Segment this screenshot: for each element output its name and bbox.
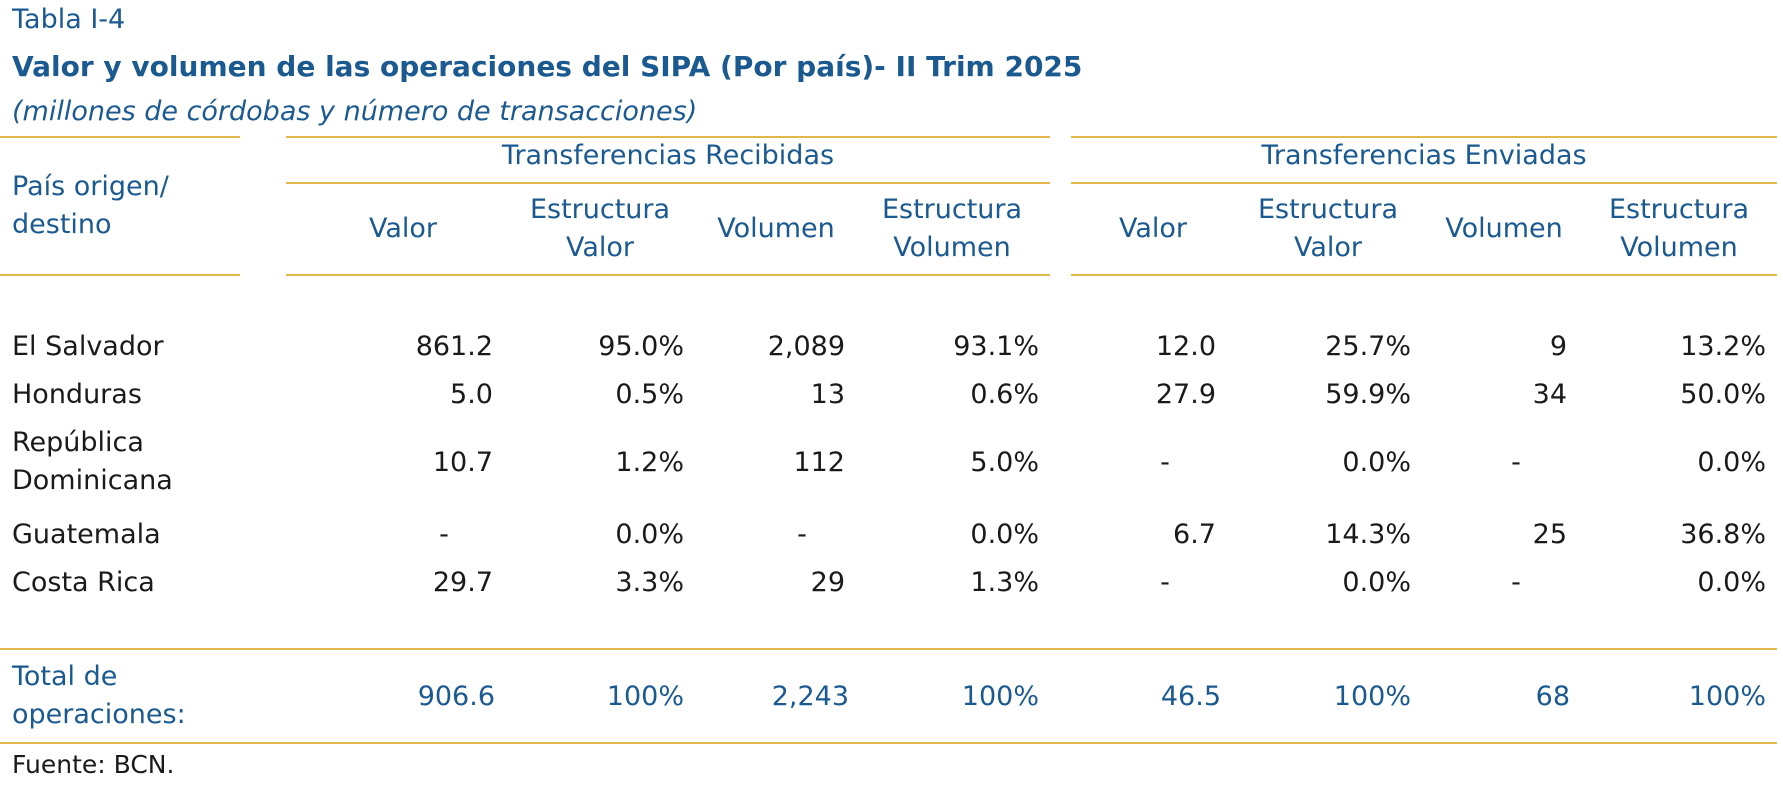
- total-cell: 100%: [961, 681, 1039, 712]
- cell: 13: [810, 379, 845, 410]
- cell: 95.0%: [598, 331, 684, 362]
- col-header-sent-value: Valor: [1118, 213, 1188, 244]
- cell: -: [1511, 447, 1521, 478]
- cell: 27.9: [1155, 379, 1216, 410]
- rule-total-top: [0, 648, 1777, 650]
- col-header-received-volume-structure: Estructura Volumen: [881, 194, 1023, 263]
- cell: 93.1%: [953, 331, 1039, 362]
- cell: -: [1160, 567, 1170, 598]
- cell: 59.9%: [1325, 379, 1411, 410]
- cell: 34: [1532, 379, 1567, 410]
- cell: 13.2%: [1680, 331, 1766, 362]
- group-header-sent: Transferencias Enviadas: [1261, 140, 1587, 171]
- cell: 861.2: [415, 331, 493, 362]
- cell: 0.6%: [970, 379, 1039, 410]
- rule-top-received: [286, 136, 1050, 138]
- cell: 0.0%: [1342, 447, 1411, 478]
- rule-total-bottom: [0, 742, 1777, 744]
- cell: 1.3%: [970, 567, 1039, 598]
- total-label: Total de operaciones:: [12, 661, 186, 730]
- col-header-received-volume: Volumen: [717, 213, 835, 244]
- rule-group-sent: [1071, 182, 1777, 184]
- row-header: País origen/ destino: [12, 171, 169, 240]
- cell: 0.0%: [1697, 567, 1766, 598]
- cell: 12.0: [1155, 331, 1216, 362]
- col-header-sent-volume: Volumen: [1445, 213, 1563, 244]
- table-title: Valor y volumen de las operaciones del S…: [12, 50, 1083, 83]
- rule-header-sent: [1071, 274, 1777, 276]
- cell: 36.8%: [1680, 519, 1766, 550]
- cell: 29: [810, 567, 845, 598]
- cell: -: [1160, 447, 1170, 478]
- cell: 14.3%: [1325, 519, 1411, 550]
- cell: 50.0%: [1680, 379, 1766, 410]
- cell: -: [1511, 567, 1521, 598]
- col-header-sent-volume-structure: Estructura Volumen: [1608, 194, 1750, 263]
- rule-header-received: [286, 274, 1050, 276]
- cell: 25.7%: [1325, 331, 1411, 362]
- cell: 9: [1549, 331, 1567, 362]
- rule-header-left: [0, 274, 240, 276]
- rule-top-sent: [1071, 136, 1777, 138]
- cell: -: [439, 519, 449, 550]
- cell: 2,089: [767, 331, 845, 362]
- total-cell: 906.6: [417, 681, 495, 712]
- col-header-received-value: Valor: [368, 213, 438, 244]
- cell: 0.5%: [615, 379, 684, 410]
- col-header-sent-value-structure: Estructura Valor: [1257, 194, 1399, 263]
- col-header-received-value-structure: Estructura Valor: [529, 194, 671, 263]
- cell: 0.0%: [1697, 447, 1766, 478]
- cell: 5.0: [450, 379, 493, 410]
- table-number: Tabla I-4: [12, 4, 126, 35]
- cell: 5.0%: [970, 447, 1039, 478]
- cell: 0.0%: [1342, 567, 1411, 598]
- cell: 10.7: [432, 447, 493, 478]
- total-cell: 68: [1535, 681, 1570, 712]
- total-cell: 100%: [1688, 681, 1766, 712]
- row-label: Guatemala: [12, 519, 161, 550]
- table-subtitle: (millones de córdobas y número de transa…: [12, 96, 698, 127]
- cell: -: [797, 519, 807, 550]
- source-note: Fuente: BCN.: [12, 750, 175, 779]
- total-cell: 100%: [1333, 681, 1411, 712]
- cell: 0.0%: [615, 519, 684, 550]
- row-label: El Salvador: [12, 331, 164, 362]
- row-label: República Dominicana: [12, 427, 173, 496]
- total-cell: 2,243: [771, 681, 849, 712]
- cell: 0.0%: [970, 519, 1039, 550]
- row-label: Honduras: [12, 379, 142, 410]
- cell: 3.3%: [615, 567, 684, 598]
- cell: 112: [793, 447, 845, 478]
- rule-group-received: [286, 182, 1050, 184]
- total-cell: 46.5: [1160, 681, 1221, 712]
- row-label: Costa Rica: [12, 567, 155, 598]
- cell: 6.7: [1173, 519, 1216, 550]
- total-cell: 100%: [606, 681, 684, 712]
- cell: 1.2%: [615, 447, 684, 478]
- cell: 29.7: [432, 567, 493, 598]
- group-header-received: Transferencias Recibidas: [501, 140, 835, 171]
- rule-top-left: [0, 136, 240, 138]
- cell: 25: [1532, 519, 1567, 550]
